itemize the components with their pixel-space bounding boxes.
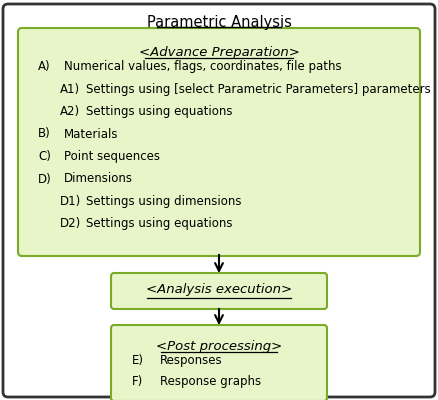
Text: Response graphs: Response graphs (160, 375, 261, 388)
FancyBboxPatch shape (111, 273, 327, 309)
Text: F): F) (132, 375, 143, 388)
Text: Settings using equations: Settings using equations (86, 218, 233, 230)
Text: <Post processing>: <Post processing> (156, 340, 282, 353)
Text: C): C) (38, 150, 51, 163)
Text: D): D) (38, 172, 52, 186)
Text: A1): A1) (60, 82, 80, 96)
FancyBboxPatch shape (3, 4, 435, 397)
Text: Parametric Analysis: Parametric Analysis (147, 15, 291, 30)
Text: Settings using dimensions: Settings using dimensions (86, 195, 241, 208)
Text: Dimensions: Dimensions (64, 172, 133, 186)
Text: A): A) (38, 60, 51, 73)
Text: Settings using [select Parametric Parameters] parameters: Settings using [select Parametric Parame… (86, 82, 431, 96)
Text: <Analysis execution>: <Analysis execution> (146, 284, 292, 296)
Text: D2): D2) (60, 218, 81, 230)
Text: D1): D1) (60, 195, 81, 208)
FancyBboxPatch shape (111, 325, 327, 400)
Text: <Advance Preparation>: <Advance Preparation> (138, 46, 300, 59)
Text: Materials: Materials (64, 128, 119, 140)
Text: Numerical values, flags, coordinates, file paths: Numerical values, flags, coordinates, fi… (64, 60, 342, 73)
Text: Responses: Responses (160, 354, 223, 367)
Text: A2): A2) (60, 105, 80, 118)
Text: Settings using equations: Settings using equations (86, 105, 233, 118)
Text: E): E) (132, 354, 144, 367)
Text: B): B) (38, 128, 51, 140)
FancyBboxPatch shape (18, 28, 420, 256)
Text: Point sequences: Point sequences (64, 150, 160, 163)
